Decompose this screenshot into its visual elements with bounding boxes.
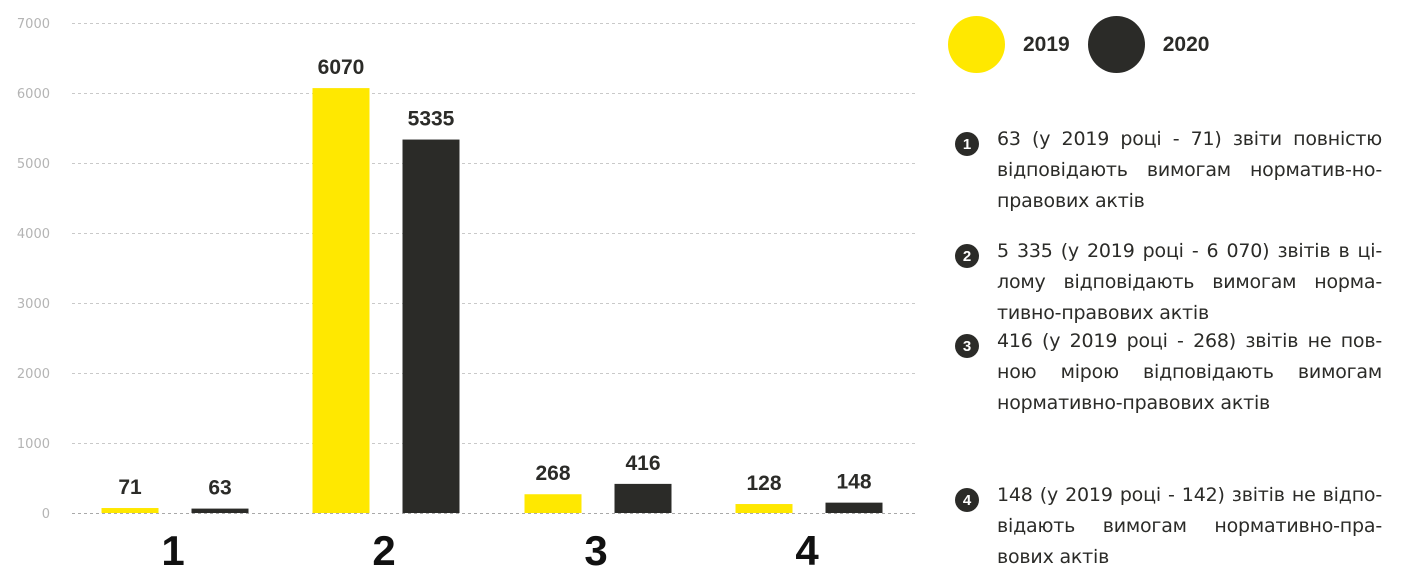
bar-2019-cat-4 bbox=[735, 504, 793, 513]
note-number-badge: 1 bbox=[955, 132, 979, 156]
note-text: 5 335 (у 2019 році - 6 070) звітів в ці-… bbox=[997, 240, 1382, 324]
y-tick-label: 4000 bbox=[17, 227, 50, 242]
bar-2020-cat-2 bbox=[402, 139, 460, 514]
legend-item-2019: 2019 bbox=[948, 16, 1070, 73]
bar-value-label: 6070 bbox=[318, 56, 365, 79]
note-number-badge: 4 bbox=[955, 488, 979, 512]
note-text: 63 (у 2019 році - 71) звіти повністю від… bbox=[997, 128, 1382, 212]
bar-value-label: 148 bbox=[836, 471, 871, 494]
note-number-badge: 3 bbox=[955, 334, 979, 358]
bar-2019-cat-1 bbox=[101, 508, 159, 513]
bar-2020-cat-1 bbox=[191, 508, 249, 513]
bars bbox=[101, 88, 883, 514]
note-text: 416 (у 2019 році - 268) звітів не пов-но… bbox=[997, 330, 1382, 414]
category-label: 2 bbox=[372, 527, 395, 570]
y-tick-label: 6000 bbox=[17, 87, 50, 102]
note-number-badge: 2 bbox=[955, 244, 979, 268]
note-4: 4 148 (у 2019 році - 142) звітів не відп… bbox=[955, 480, 1382, 573]
legend: 2019 2020 bbox=[948, 16, 1227, 73]
y-tick-label: 5000 bbox=[17, 157, 50, 172]
legend-label-2020: 2020 bbox=[1162, 32, 1210, 56]
bar-2019-cat-2 bbox=[312, 88, 370, 513]
bar-2020-cat-4 bbox=[825, 502, 883, 513]
y-tick-label: 0 bbox=[42, 507, 50, 522]
bar-2020-cat-3 bbox=[614, 483, 672, 513]
bar-value-label: 5335 bbox=[408, 108, 455, 131]
bar-value-labels: 71 63 6070 5335 268 416 128 148 bbox=[118, 56, 872, 499]
legend-label-2019: 2019 bbox=[1023, 32, 1070, 56]
category-label: 4 bbox=[795, 527, 819, 570]
note-3: 3 416 (у 2019 році - 268) звітів не пов-… bbox=[955, 326, 1382, 419]
y-tick-label: 3000 bbox=[17, 297, 50, 312]
category-label: 1 bbox=[161, 527, 184, 570]
legend-swatch-2020 bbox=[1087, 16, 1145, 73]
grid-lines bbox=[72, 23, 915, 514]
bar-value-label: 63 bbox=[208, 477, 231, 500]
bar-value-label: 71 bbox=[118, 476, 142, 499]
y-axis-ticks: 0 1000 2000 3000 4000 5000 6000 7000 bbox=[17, 17, 50, 522]
category-label: 3 bbox=[584, 527, 607, 570]
x-axis-category-labels: 1 2 3 4 bbox=[161, 527, 819, 570]
legend-swatch-2019 bbox=[948, 16, 1005, 73]
bar-2019-cat-3 bbox=[524, 494, 582, 513]
note-1: 1 63 (у 2019 році - 71) звіти повністю в… bbox=[955, 124, 1382, 217]
note-text: 148 (у 2019 році - 142) звітів не відпо-… bbox=[997, 484, 1382, 568]
y-tick-label: 7000 bbox=[17, 17, 50, 32]
y-tick-label: 2000 bbox=[17, 367, 50, 382]
bar-value-label: 128 bbox=[746, 472, 781, 495]
y-tick-label: 1000 bbox=[17, 437, 50, 452]
legend-item-2020: 2020 bbox=[1087, 16, 1210, 73]
bar-chart: 0 1000 2000 3000 4000 5000 6000 7000 71 63 6070 53… bbox=[17, 17, 915, 570]
note-2: 2 5 335 (у 2019 році - 6 070) звітів в ц… bbox=[955, 236, 1382, 329]
bar-value-label: 416 bbox=[625, 452, 660, 475]
bar-value-label: 268 bbox=[535, 462, 570, 485]
